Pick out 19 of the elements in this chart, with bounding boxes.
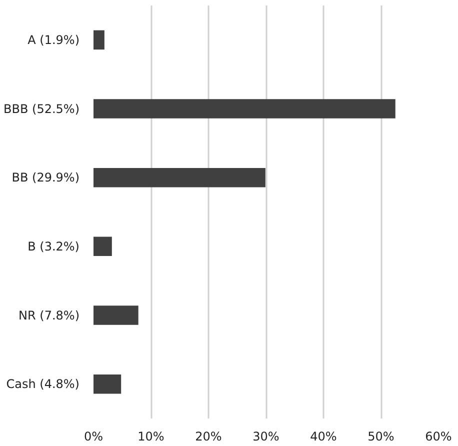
bar <box>94 374 122 394</box>
bar <box>94 306 138 325</box>
x-tick-label: 50% <box>368 430 394 444</box>
y-tick-label: Cash (4.8%) <box>6 377 80 392</box>
y-tick-label: BBB (52.5%) <box>4 102 80 116</box>
x-tick-label: 0% <box>84 430 104 444</box>
x-tick-label: 60% <box>425 430 452 444</box>
x-tick-label: 40% <box>310 430 337 444</box>
y-tick-label: NR (7.8%) <box>18 308 80 322</box>
x-tick-label: 10% <box>138 430 164 444</box>
x-tick-label: 20% <box>195 430 222 444</box>
bar <box>94 168 266 188</box>
x-tick-label: 30% <box>252 430 280 444</box>
y-tick-label: A (1.9%) <box>28 32 80 47</box>
bar <box>94 30 104 50</box>
bar <box>94 236 112 256</box>
bar <box>94 99 396 118</box>
y-tick-label: BB (29.9%) <box>12 170 80 185</box>
y-tick-label: B (3.2%) <box>28 239 80 254</box>
